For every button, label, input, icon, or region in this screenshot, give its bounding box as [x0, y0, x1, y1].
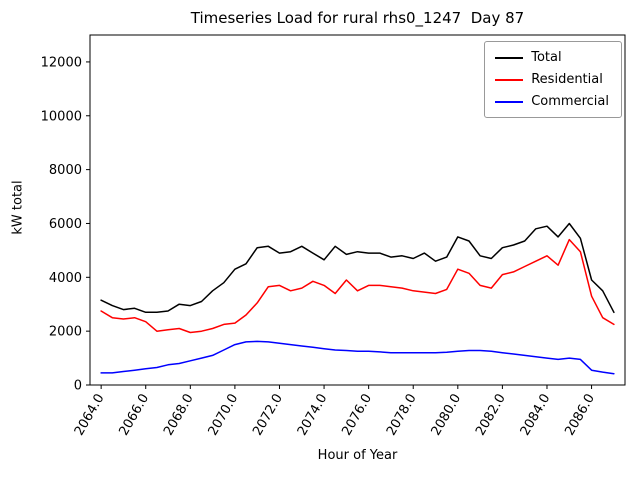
x-tick-label: 2084.0 — [518, 392, 554, 439]
series-line-total — [100, 222, 615, 314]
chart-title: Timeseries Load for rural rhs0_1247 Day … — [190, 9, 525, 27]
x-tick-label: 2086.0 — [562, 392, 598, 439]
legend-label: Commercial — [531, 94, 609, 109]
x-axis-label: Hour of Year — [317, 448, 398, 463]
y-tick-label: 12000 — [41, 55, 82, 70]
legend-entry-residential: Residential — [495, 72, 609, 87]
legend-label: Residential — [531, 72, 603, 87]
legend-label: Total — [531, 50, 562, 65]
legend-line-sample — [495, 56, 524, 59]
x-tick-label: 2078.0 — [384, 392, 420, 439]
y-axis-label: kW total — [10, 180, 26, 235]
y-tick-label: 0 — [74, 379, 82, 394]
y-axis-ticks: 0 2000 4000 6000 8000 10000 12000 — [41, 55, 90, 394]
legend-line-sample — [495, 78, 524, 81]
y-tick-label: 10000 — [41, 109, 82, 124]
legend-line-sample — [495, 100, 524, 103]
y-tick-label: 6000 — [49, 217, 82, 232]
x-tick-label: 2082.0 — [473, 392, 509, 439]
legend: Total Residential Commercial — [484, 41, 622, 118]
x-tick-label: 2068.0 — [161, 392, 197, 439]
x-tick-label: 2072.0 — [250, 392, 286, 439]
series-line-residential — [100, 238, 615, 334]
series-lines — [100, 222, 615, 375]
x-tick-label: 2064.0 — [72, 392, 108, 439]
x-tick-label: 2066.0 — [116, 392, 152, 439]
y-tick-label: 4000 — [49, 271, 82, 286]
legend-entry-commercial: Commercial — [495, 94, 609, 109]
x-tick-label: 2074.0 — [295, 392, 331, 439]
y-tick-label: 8000 — [49, 163, 82, 178]
y-tick-label: 2000 — [49, 325, 82, 340]
x-axis-ticks: 2064.0 2066.0 2068.0 2070.0 2072.0 2074.0 2076… — [72, 385, 598, 438]
x-tick-label: 2070.0 — [206, 392, 242, 439]
legend-entry-total: Total — [495, 50, 609, 65]
series-line-commercial — [100, 340, 615, 375]
plot-frame — [89, 34, 626, 386]
x-tick-label: 2080.0 — [429, 392, 465, 439]
x-tick-label: 2076.0 — [339, 392, 375, 439]
